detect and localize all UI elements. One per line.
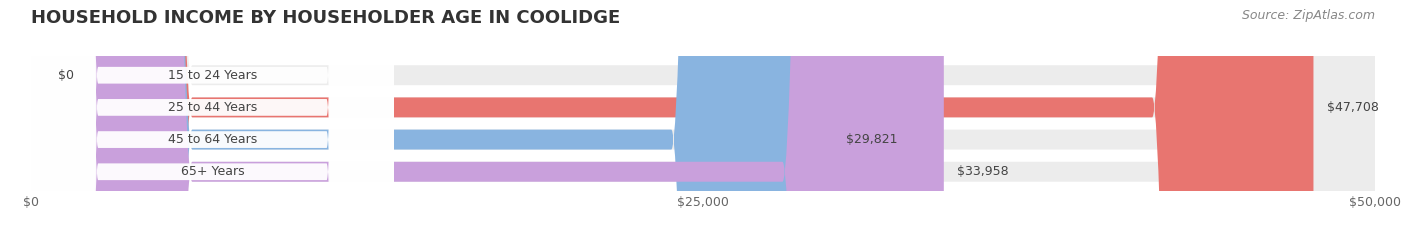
Text: $29,821: $29,821 — [846, 133, 897, 146]
FancyBboxPatch shape — [31, 0, 394, 233]
FancyBboxPatch shape — [31, 0, 832, 233]
FancyBboxPatch shape — [31, 0, 1375, 233]
Text: $47,708: $47,708 — [1327, 101, 1379, 114]
FancyBboxPatch shape — [31, 0, 943, 233]
FancyBboxPatch shape — [31, 0, 394, 233]
FancyBboxPatch shape — [31, 0, 394, 233]
FancyBboxPatch shape — [31, 0, 1375, 233]
FancyBboxPatch shape — [31, 0, 1375, 233]
Text: Source: ZipAtlas.com: Source: ZipAtlas.com — [1241, 9, 1375, 22]
Text: HOUSEHOLD INCOME BY HOUSEHOLDER AGE IN COOLIDGE: HOUSEHOLD INCOME BY HOUSEHOLDER AGE IN C… — [31, 9, 620, 27]
Text: 45 to 64 Years: 45 to 64 Years — [167, 133, 257, 146]
FancyBboxPatch shape — [31, 0, 394, 233]
FancyBboxPatch shape — [31, 0, 1313, 233]
FancyBboxPatch shape — [31, 0, 1375, 233]
Text: 15 to 24 Years: 15 to 24 Years — [167, 69, 257, 82]
Text: 65+ Years: 65+ Years — [180, 165, 245, 178]
Text: $33,958: $33,958 — [957, 165, 1010, 178]
Text: 25 to 44 Years: 25 to 44 Years — [167, 101, 257, 114]
Text: $0: $0 — [58, 69, 73, 82]
